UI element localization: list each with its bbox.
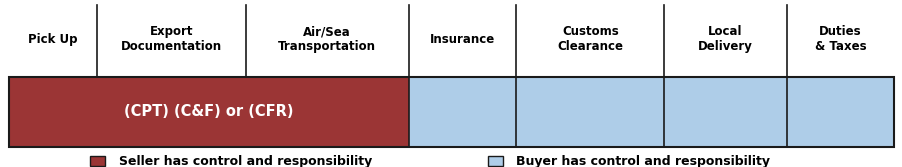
Text: (CPT) (C&F) or (CFR): (CPT) (C&F) or (CFR) [124,104,293,119]
FancyBboxPatch shape [487,156,502,166]
Text: Seller has control and responsibility: Seller has control and responsibility [119,155,372,167]
Text: Customs
Clearance: Customs Clearance [557,25,622,53]
Bar [9,77,893,147]
Bar [9,77,409,147]
FancyBboxPatch shape [90,156,106,166]
Text: Pick Up: Pick Up [28,33,78,46]
Text: Duties
& Taxes: Duties & Taxes [814,25,865,53]
Text: Buyer has control and responsibility: Buyer has control and responsibility [516,155,769,167]
Text: Air/Sea
Transportation: Air/Sea Transportation [278,25,376,53]
Text: Export
Documentation: Export Documentation [121,25,222,53]
Bar [409,77,893,147]
Text: Local
Delivery: Local Delivery [697,25,752,53]
Text: Insurance: Insurance [429,33,494,46]
